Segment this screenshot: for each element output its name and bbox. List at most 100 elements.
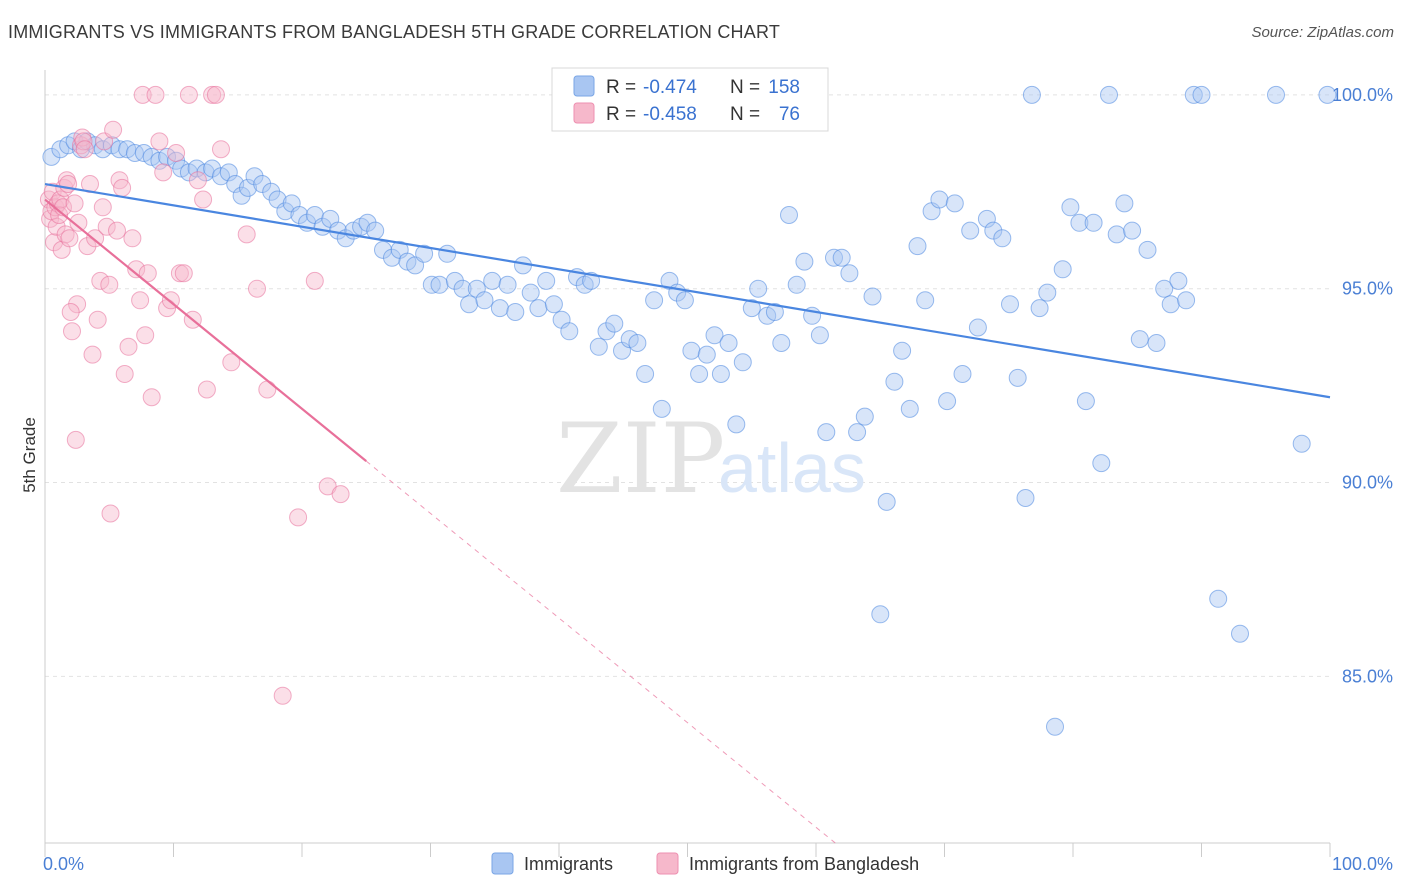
bangladesh-point (170, 264, 189, 283)
bangladesh-point (289, 508, 308, 527)
bangladesh-point (93, 198, 112, 217)
bangladesh-point (101, 504, 120, 523)
immigrants-point (445, 271, 464, 290)
legend-box (551, 67, 829, 132)
bangladesh-point (174, 264, 193, 283)
immigrants-point (475, 291, 494, 310)
immigrants-point (582, 271, 601, 290)
immigrants-point (645, 291, 664, 310)
immigrants-point (415, 244, 434, 263)
bangladesh-point (142, 388, 161, 407)
bottom-legend-swatch-immigrants (491, 852, 514, 875)
bangladesh-point (113, 178, 132, 197)
immigrants-point (544, 295, 563, 314)
immigrants-point (719, 334, 738, 352)
immigrants-point (742, 299, 761, 318)
immigrants-point (968, 318, 987, 337)
immigrants-point (1038, 283, 1057, 302)
legend-n-value-1: 158 (768, 77, 800, 98)
bottom-legend-swatch-bangladesh (656, 852, 679, 875)
bangladesh-point (138, 264, 157, 283)
legend-n-value-2: 76 (779, 104, 800, 125)
immigrants-point (908, 237, 927, 256)
y-tick-label: 95.0% (1342, 279, 1393, 299)
immigrants-point (1138, 240, 1157, 259)
bangladesh-point (188, 171, 207, 190)
immigrants-point (652, 399, 671, 418)
immigrants-point (219, 163, 238, 182)
immigrants-point (705, 326, 724, 345)
immigrants-point (1076, 392, 1095, 411)
immigrants-point (1022, 85, 1041, 104)
watermark-zip: ZIP (556, 403, 725, 515)
bangladesh-point (60, 229, 79, 248)
immigrants-point (460, 295, 479, 314)
immigrants-point (961, 221, 980, 240)
immigrants-point (636, 365, 655, 383)
immigrants-point (984, 221, 1003, 240)
immigrants-point (483, 271, 502, 290)
immigrants-point (1192, 85, 1211, 104)
bangladesh-point (47, 217, 66, 236)
immigrants-point (1030, 299, 1049, 318)
x-tick-label-end: 100.0% (1332, 854, 1393, 874)
bangladesh-point (78, 237, 97, 256)
immigrants-point (871, 605, 890, 624)
bangladesh-trend-line (44, 198, 367, 462)
immigrants-point (628, 334, 647, 352)
bangladesh-point (197, 380, 216, 399)
bangladesh-point (91, 271, 110, 290)
bangladesh-point (212, 140, 230, 159)
legend-swatch-immigrants (573, 75, 595, 97)
watermark-atlas: atlas (718, 429, 866, 507)
bangladesh-point (331, 485, 350, 504)
immigrants-point (358, 213, 377, 232)
bangladesh-point (108, 221, 126, 240)
chart-title: IMMIGRANTS VS IMMIGRANTS FROM BANGLADESH… (8, 22, 781, 42)
immigrants-point (430, 275, 449, 294)
bangladesh-point (305, 271, 324, 290)
bangladesh-point (273, 686, 292, 705)
immigrants-point (589, 337, 608, 356)
bangladesh-point (115, 365, 134, 383)
immigrants-point (187, 159, 206, 178)
bangladesh-point (43, 182, 62, 201)
immigrants-point (733, 353, 752, 372)
immigrants-point (1100, 85, 1118, 104)
immigrants-point (938, 392, 957, 411)
bangladesh-point (69, 213, 88, 232)
immigrants-point (605, 314, 624, 333)
bangladesh-trend-extension (365, 460, 836, 844)
legend-r-label-2: R = (606, 104, 636, 125)
bangladesh-point (61, 303, 80, 321)
bangladesh-point (206, 85, 225, 104)
bangladesh-point (194, 190, 213, 209)
immigrants-point (1053, 260, 1072, 279)
immigrants-point (885, 372, 904, 391)
immigrants-point (290, 206, 309, 224)
bangladesh-point (237, 225, 256, 244)
immigrants-point (690, 365, 709, 383)
immigrants-point (1292, 434, 1311, 453)
immigrants-point (490, 299, 509, 318)
bangladesh-point (66, 430, 85, 449)
immigrants-point (560, 322, 579, 341)
immigrants-point (158, 147, 177, 166)
legend-n-label-2: N = (730, 104, 760, 125)
immigrants-point (506, 303, 525, 321)
immigrants-point (765, 303, 784, 321)
y-axis-label: 5th Grade (20, 417, 39, 493)
source-credit: Source: ZipAtlas.com (1251, 24, 1394, 41)
immigrants-point (245, 167, 264, 186)
legend: R = -0.474 N = 158 R = -0.458 N = 76 (551, 67, 829, 132)
legend-r-value-1: -0.474 (643, 77, 697, 98)
watermark: ZIP atlas (556, 403, 866, 515)
immigrants-point (993, 229, 1012, 248)
data-points (39, 85, 1337, 736)
immigrants-point (711, 365, 730, 383)
bangladesh-point (136, 326, 155, 345)
bangladesh-point (97, 217, 116, 236)
bangladesh-point (222, 353, 241, 372)
immigrants-point (1130, 330, 1149, 349)
